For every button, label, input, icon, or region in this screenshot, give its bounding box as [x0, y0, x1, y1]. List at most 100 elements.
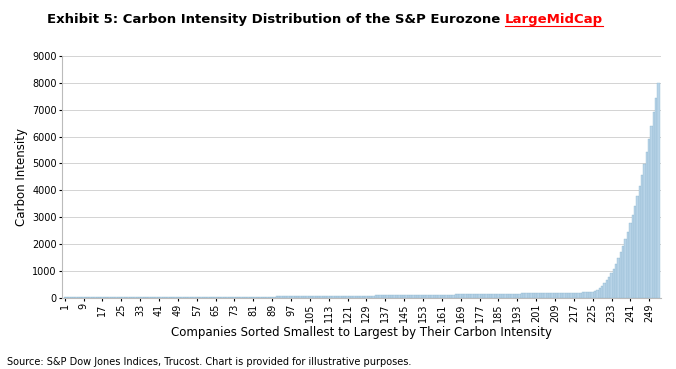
- Bar: [339, 296, 341, 298]
- Y-axis label: Carbon Intensity: Carbon Intensity: [15, 128, 28, 226]
- Text: Exhibit 5: Carbon Intensity Distribution of the S&P Eurozone: Exhibit 5: Carbon Intensity Distribution…: [47, 13, 505, 26]
- Bar: [554, 293, 556, 298]
- Bar: [195, 297, 198, 298]
- Bar: [384, 295, 387, 298]
- Bar: [627, 231, 629, 298]
- Bar: [368, 296, 370, 298]
- Bar: [132, 297, 135, 298]
- Bar: [631, 215, 634, 298]
- Bar: [153, 297, 155, 298]
- Bar: [544, 293, 547, 298]
- Bar: [372, 296, 375, 298]
- Bar: [500, 294, 502, 298]
- Bar: [297, 296, 299, 298]
- Bar: [341, 296, 344, 298]
- Bar: [254, 297, 257, 298]
- Bar: [650, 126, 653, 298]
- Bar: [370, 296, 372, 298]
- Bar: [547, 293, 549, 298]
- Bar: [606, 280, 608, 298]
- Bar: [521, 293, 523, 298]
- Bar: [181, 297, 184, 298]
- Bar: [523, 293, 525, 298]
- Bar: [497, 294, 500, 298]
- Bar: [406, 295, 408, 298]
- Bar: [587, 292, 589, 298]
- Bar: [479, 294, 481, 298]
- Bar: [235, 297, 238, 298]
- Bar: [316, 296, 318, 298]
- Bar: [306, 296, 309, 298]
- X-axis label: Companies Sorted Smallest to Largest by Their Carbon Intensity: Companies Sorted Smallest to Largest by …: [171, 326, 552, 339]
- Bar: [514, 294, 516, 298]
- Bar: [349, 296, 351, 298]
- Bar: [268, 297, 271, 298]
- Bar: [485, 294, 488, 298]
- Bar: [287, 296, 290, 298]
- Bar: [431, 295, 433, 298]
- Bar: [457, 294, 460, 298]
- Bar: [176, 297, 179, 298]
- Bar: [210, 297, 212, 298]
- Bar: [441, 295, 443, 298]
- Bar: [158, 297, 160, 298]
- Bar: [167, 297, 170, 298]
- Bar: [530, 293, 533, 298]
- Bar: [448, 294, 450, 298]
- Bar: [646, 152, 648, 298]
- Bar: [231, 297, 233, 298]
- Bar: [273, 297, 276, 298]
- Bar: [219, 297, 222, 298]
- Bar: [629, 224, 631, 298]
- Bar: [573, 293, 575, 298]
- Bar: [252, 297, 254, 298]
- Bar: [351, 296, 354, 298]
- Bar: [653, 112, 655, 298]
- Bar: [135, 297, 137, 298]
- Bar: [382, 296, 384, 298]
- Bar: [332, 296, 335, 298]
- Bar: [549, 293, 552, 298]
- Bar: [658, 83, 660, 298]
- Bar: [525, 293, 528, 298]
- Bar: [509, 294, 511, 298]
- Bar: [174, 297, 176, 298]
- Bar: [257, 297, 259, 298]
- Bar: [493, 294, 495, 298]
- Bar: [356, 296, 358, 298]
- Bar: [452, 294, 455, 298]
- Bar: [281, 296, 283, 298]
- Bar: [271, 297, 273, 298]
- Bar: [575, 293, 577, 298]
- Bar: [198, 297, 200, 298]
- Bar: [393, 295, 396, 298]
- Bar: [205, 297, 208, 298]
- Bar: [612, 269, 615, 298]
- Bar: [460, 294, 462, 298]
- Bar: [170, 297, 172, 298]
- Bar: [417, 295, 419, 298]
- Bar: [596, 290, 598, 298]
- Bar: [311, 296, 314, 298]
- Bar: [283, 296, 285, 298]
- Bar: [542, 293, 544, 298]
- Bar: [141, 297, 144, 298]
- Bar: [262, 297, 264, 298]
- Bar: [620, 252, 622, 298]
- Bar: [243, 297, 245, 298]
- Bar: [276, 297, 278, 298]
- Bar: [584, 292, 587, 298]
- Bar: [466, 294, 469, 298]
- Bar: [424, 295, 427, 298]
- Bar: [625, 239, 627, 298]
- Bar: [490, 294, 493, 298]
- Bar: [412, 295, 414, 298]
- Bar: [335, 296, 337, 298]
- Bar: [233, 297, 235, 298]
- Bar: [622, 246, 625, 298]
- Bar: [122, 297, 125, 298]
- Bar: [228, 297, 231, 298]
- Bar: [387, 295, 389, 298]
- Bar: [438, 295, 441, 298]
- Bar: [184, 297, 186, 298]
